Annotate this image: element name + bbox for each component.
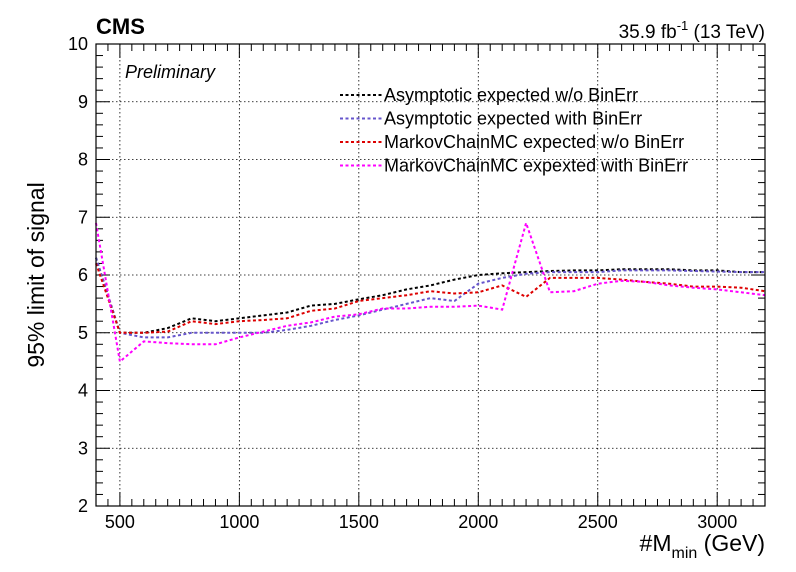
preliminary-label: Preliminary [125,62,216,82]
series-line-4 [95,219,766,364]
x-axis-title-subscript: min [671,545,697,562]
x-tick-label: 2500 [578,512,618,532]
x-axis-title-main: #M [640,530,672,556]
grid-lines [96,44,765,506]
y-tick-label: 3 [78,438,88,458]
lumi-exponent: -1 [677,18,689,33]
x-tick-labels: 500 1000 1500 2000 2500 3000 [105,512,737,532]
lumi-value: 35.9 fb [619,22,677,43]
legend-label-4: MarkovChainMC expexted with BinErr [384,156,688,176]
minor-ticks [95,44,766,506]
energy-label: (13 TeV) [688,22,765,43]
x-tick-label: 1500 [339,512,379,532]
cms-label: CMS [96,14,145,39]
y-tick-label: 5 [78,323,88,343]
x-tick-label: 3000 [697,512,737,532]
y-axis-title: 95% limit of signal [23,182,49,367]
x-tick-label: 500 [105,512,135,532]
lumi-label: 35.9 fb-1 (13 TeV) [619,18,765,43]
y-tick-label: 10 [68,34,88,54]
series-line-3 [95,263,766,334]
legend-label-1: Asymptotic expected w/o BinErr [384,85,638,105]
x-tick-label: 1000 [219,512,259,532]
y-tick-label: 2 [78,496,88,516]
series-layer [95,219,766,364]
x-axis-title: #Mmin (GeV) [640,530,765,562]
series-line-2 [95,257,765,339]
legend-label-2: Asymptotic expected with BinErr [384,109,642,129]
y-tick-labels: 2 3 4 5 6 7 8 9 10 [68,34,88,516]
legend: Asymptotic expected w/o BinErr Asymptotic… [340,85,688,176]
x-axis-title-unit: (GeV) [697,530,765,556]
plot-frame [95,43,766,507]
y-tick-label: 6 [78,265,88,285]
y-tick-label: 7 [78,207,88,227]
y-tick-label: 9 [78,92,88,112]
y-tick-label: 4 [78,381,88,401]
y-tick-label: 8 [78,150,88,170]
legend-label-3: MarkovChainMC expected w/o BinErr [384,132,684,152]
x-tick-label: 2000 [458,512,498,532]
